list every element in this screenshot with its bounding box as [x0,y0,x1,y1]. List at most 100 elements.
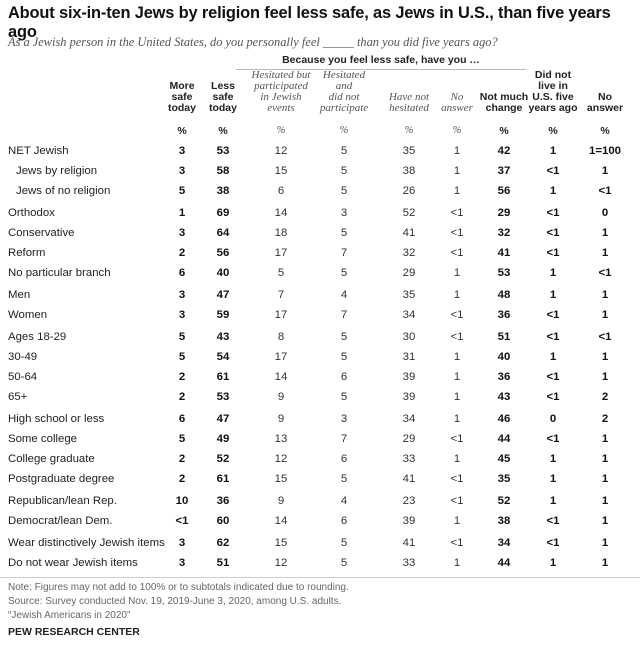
table-cell: 34 [497,537,511,549]
row-label: NET Jewish [8,145,69,157]
table-cell: 1 [453,515,461,527]
column-unit-label: % [499,125,509,137]
table-cell: 2 [178,391,186,403]
table-cell: 1 [601,247,609,259]
table-cell: 1 [549,473,557,485]
table-cell: 40 [497,351,511,363]
column-header-line: participated [254,80,308,92]
table-cell: 1=100 [589,145,621,157]
table-cell: 5 [178,331,186,343]
row-label: Wear distinctively Jewish items [8,537,165,549]
table-cell: 4 [340,289,348,301]
table-cell: 1 [453,267,461,279]
table-cell: 62 [216,537,230,549]
table-cell: 0 [601,207,609,219]
table-cell: 30 [402,331,416,343]
column-header-line: today [167,102,196,114]
column-header-line: and [335,80,353,92]
row-label: Some college [8,433,78,445]
column-header-line: Less [211,80,235,92]
row-label: College graduate [8,453,95,465]
table-cell: 64 [216,227,230,239]
table-cell: 1 [453,557,461,569]
table-cell: 1 [453,391,461,403]
table-cell: 41 [402,473,416,485]
table-cell: 42 [497,145,511,157]
table-cell: 1 [178,207,186,219]
row-label: 50-64 [8,371,38,383]
chart-subtitle: As a Jewish person in the United States,… [8,35,498,49]
table-row: Reform 2 56 17 7 32 <1 41 <1 1 [0,247,640,263]
table-cell: 3 [340,207,348,219]
column-header-line: years ago [528,102,578,114]
row-label: No particular branch [8,267,111,279]
footer-divider [0,577,640,578]
table-row: High school or less 6 47 9 3 34 1 46 0 2 [0,413,640,429]
table-cell: 5 [340,227,348,239]
span-header: Because you feel less safe, have you … [282,54,480,66]
table-cell: 38 [216,185,230,197]
span-header-rule [236,69,526,70]
table-cell: 43 [216,331,230,343]
column-header-line: More [169,80,195,92]
table-cell: 6 [340,515,348,527]
table-cell: <1 [450,309,464,321]
table-cell: 1 [601,289,609,301]
table-cell: 1 [453,413,461,425]
table-cell: 9 [277,413,285,425]
column-unit-label: % [600,125,610,137]
column-unit-label: % [218,125,228,137]
table-cell: 52 [402,207,416,219]
table-cell: 6 [340,371,348,383]
table-cell: 5 [340,351,348,363]
table-cell: 53 [216,391,230,403]
table-cell: 33 [402,453,416,465]
table-row: No particular branch 6 40 5 5 29 1 53 1 <1 [0,267,640,283]
table-cell: <1 [546,371,560,383]
row-label: Democrat/lean Dem. [8,515,113,527]
table-row: Republican/lean Rep. 10 36 9 4 23 <1 52 1 1 [0,495,640,511]
table-cell: 36 [497,371,511,383]
table-cell: 52 [497,495,511,507]
table-cell: 41 [402,227,416,239]
table-cell: 3 [340,413,348,425]
table-cell: 36 [216,495,230,507]
table-cell: 61 [216,371,230,383]
table-row: Some college 5 49 13 7 29 <1 44 <1 1 [0,433,640,449]
table-cell: 32 [402,247,416,259]
column-header-line: in Jewish [260,91,302,103]
table-row: Wear distinctively Jewish items 3 62 15 5 41 <… [0,537,640,553]
column-unit-label: % [177,125,187,137]
table-cell: 56 [497,185,511,197]
column-header-line: today [208,102,237,114]
table-cell: 5 [340,473,348,485]
table-cell: 0 [549,413,557,425]
table-row: 65+ 2 53 9 5 39 1 43 <1 2 [0,391,640,407]
table-cell: <1 [598,267,612,279]
table-cell: 12 [274,453,288,465]
column-unit-label: % [339,125,349,136]
table-cell: 39 [402,515,416,527]
table-cell: 47 [216,289,230,301]
table-cell: 5 [340,165,348,177]
row-label: Women [8,309,48,321]
report-title-text: “Jewish Americans in 2020” [8,610,131,621]
table-cell: <1 [450,495,464,507]
table-cell: 2 [178,473,186,485]
column-header-line: hesitated [389,102,429,114]
table-cell: 2 [601,413,609,425]
table-cell: <1 [450,331,464,343]
table-cell: 38 [402,165,416,177]
table-cell: <1 [450,473,464,485]
table-cell: 35 [402,145,416,157]
chart-title: About six-in-ten Jews by religion feel l… [8,4,611,41]
table-cell: 12 [274,557,288,569]
table-cell: 1 [549,557,557,569]
table-cell: 3 [178,557,186,569]
table-cell: 44 [497,557,511,569]
table-cell: <1 [175,515,189,527]
table-row: Jews of no religion 5 38 6 5 26 1 56 1 <1 [0,185,640,201]
row-label: High school or less [8,413,105,425]
note-text: Note: Figures may not add to 100% or to … [8,582,349,593]
table-cell: <1 [546,227,560,239]
